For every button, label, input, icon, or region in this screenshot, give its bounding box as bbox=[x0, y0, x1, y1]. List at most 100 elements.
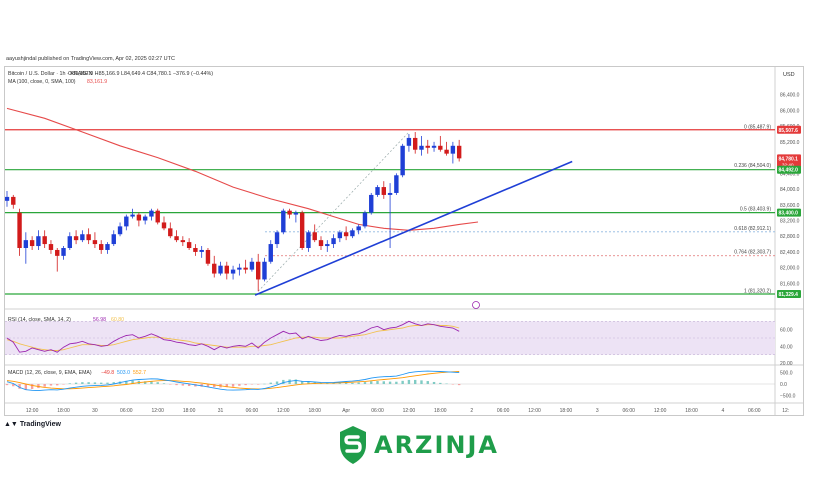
arzinja-brand: ARZINJA bbox=[338, 424, 499, 466]
macd-histogram-bar bbox=[401, 380, 404, 384]
macd-histogram-bar bbox=[156, 382, 159, 384]
candle-body bbox=[268, 244, 273, 262]
rsi-ma-line bbox=[6, 324, 460, 351]
candle-body bbox=[4, 196, 10, 201]
time-tick-label: 18:00 bbox=[685, 408, 698, 414]
rsi-line bbox=[6, 320, 460, 353]
price-badge bbox=[777, 208, 801, 217]
price-badge bbox=[777, 125, 801, 134]
fib-level-label: 0 (85,487.9) bbox=[744, 125, 771, 131]
price-tick-label: 83,200.0 bbox=[780, 218, 800, 224]
macd-histogram-bar bbox=[382, 381, 385, 384]
price-tick-label: 82,000.0 bbox=[780, 266, 800, 272]
time-tick-label: 06:00 bbox=[246, 408, 259, 414]
time-tick-label: 12:00 bbox=[151, 408, 164, 414]
ma-indicator-value: 83,161.9 bbox=[87, 79, 107, 85]
macd-histogram-bar bbox=[5, 384, 9, 386]
candle-body bbox=[356, 226, 361, 231]
candle-body bbox=[281, 210, 286, 233]
macd-histogram-bar bbox=[414, 379, 417, 384]
time-tick-label: 18:00 bbox=[434, 408, 447, 414]
price-badge-label: 81,329.4 bbox=[779, 292, 799, 298]
macd-histogram-bar bbox=[432, 381, 436, 384]
candle-body bbox=[55, 249, 60, 256]
macd-histogram-bar bbox=[269, 382, 272, 384]
time-tick-label: 12: bbox=[782, 408, 789, 414]
macd-histogram-bar bbox=[351, 382, 354, 384]
macd-histogram-bar bbox=[175, 384, 178, 386]
macd-tick-label: 500.0 bbox=[780, 371, 793, 377]
macd-histogram-bar bbox=[81, 382, 84, 384]
macd-line bbox=[6, 370, 460, 392]
candle-body bbox=[230, 269, 236, 274]
candle-body bbox=[312, 232, 317, 241]
fib-level-label: 0.236 (84,504.0) bbox=[734, 163, 771, 169]
price-badge-label: 84,780.1 bbox=[779, 156, 799, 162]
price-badge-label: 84,492.0 bbox=[779, 168, 799, 174]
annotation-icon bbox=[472, 301, 480, 309]
macd-histogram-bar bbox=[181, 384, 185, 386]
candlestick-chart[interactable]: Bitcoin / U.S. Dollar · 1h · KRAKENO85,1… bbox=[4, 67, 803, 415]
price-tick-label: 82,400.0 bbox=[780, 250, 800, 256]
chart-container[interactable]: Bitcoin / U.S. Dollar · 1h · KRAKEN O85,1… bbox=[4, 66, 804, 416]
time-tick-label: 12:00 bbox=[654, 408, 667, 414]
candle-body bbox=[130, 214, 135, 217]
macd-histogram-bar bbox=[445, 383, 448, 385]
candle-body bbox=[23, 240, 29, 248]
ma-indicator-label: MA (100, close, 0, SMA, 100) bbox=[8, 79, 76, 85]
price-badge-countdown: 32:40 bbox=[782, 162, 794, 167]
candle-body bbox=[299, 212, 305, 248]
candle-body bbox=[400, 145, 405, 176]
time-tick-label: Apr bbox=[342, 408, 350, 414]
support-trendline bbox=[254, 160, 573, 296]
candle-body bbox=[343, 232, 349, 237]
price-badge bbox=[777, 290, 801, 299]
candle-body bbox=[293, 212, 299, 215]
macd-histogram-bar bbox=[131, 380, 134, 384]
macd-histogram-bar bbox=[457, 384, 461, 386]
macd-histogram-bar bbox=[282, 379, 285, 384]
tradingview-brand: ▲▼ TradingView bbox=[4, 421, 61, 428]
rsi-tick-label: 20.00 bbox=[780, 361, 793, 367]
candle-body bbox=[425, 145, 430, 148]
candle-body bbox=[155, 210, 160, 223]
time-tick-label: 18:00 bbox=[57, 408, 70, 414]
macd-histogram-bar bbox=[143, 381, 147, 384]
candle-body bbox=[180, 240, 186, 243]
time-tick-label: 06:00 bbox=[497, 408, 510, 414]
time-tick-label: 12:00 bbox=[26, 408, 39, 414]
candle-body bbox=[375, 187, 380, 195]
tradingview-brand-label: TradingView bbox=[19, 421, 61, 428]
time-tick-label: 31 bbox=[218, 408, 224, 414]
candle-body bbox=[186, 242, 192, 248]
arzinja-logo-icon bbox=[340, 426, 366, 464]
rsi-value: 56.98 bbox=[93, 317, 106, 323]
fib-level-label: 0.618 (82,912.1) bbox=[734, 226, 771, 232]
macd-histogram-bar bbox=[150, 381, 153, 384]
time-tick-label: 2 bbox=[470, 408, 473, 414]
candle-body bbox=[237, 267, 242, 270]
macd-histogram-bar bbox=[225, 384, 228, 388]
candle-body bbox=[362, 212, 368, 227]
time-tick-label: 06:00 bbox=[622, 408, 635, 414]
macd-histogram-bar bbox=[18, 384, 21, 389]
candle-body bbox=[369, 194, 374, 213]
rsi-tick-label: 40.00 bbox=[780, 344, 793, 350]
macd-histogram-bar bbox=[257, 384, 260, 385]
macd-histogram-bar bbox=[206, 384, 210, 387]
macd-histogram-bar bbox=[37, 384, 40, 389]
macd-histogram-bar bbox=[395, 381, 398, 384]
macd-histogram-bar bbox=[363, 382, 367, 384]
macd-histogram-bar bbox=[376, 381, 379, 384]
macd-histogram-bar bbox=[112, 382, 115, 384]
publisher-line: aayushjindal published on TradingView.co… bbox=[6, 56, 175, 62]
macd-hist-value: −49.8 bbox=[101, 370, 114, 376]
macd-tick-label: −500.0 bbox=[780, 393, 796, 399]
macd-histogram-bar bbox=[30, 384, 34, 389]
candle-body bbox=[42, 236, 47, 245]
candle-body bbox=[86, 234, 91, 241]
time-tick-label: 18:00 bbox=[308, 408, 321, 414]
price-tick-label: 82,800.0 bbox=[780, 234, 800, 240]
candle-body bbox=[142, 216, 148, 221]
macd-histogram-bar bbox=[74, 382, 78, 384]
